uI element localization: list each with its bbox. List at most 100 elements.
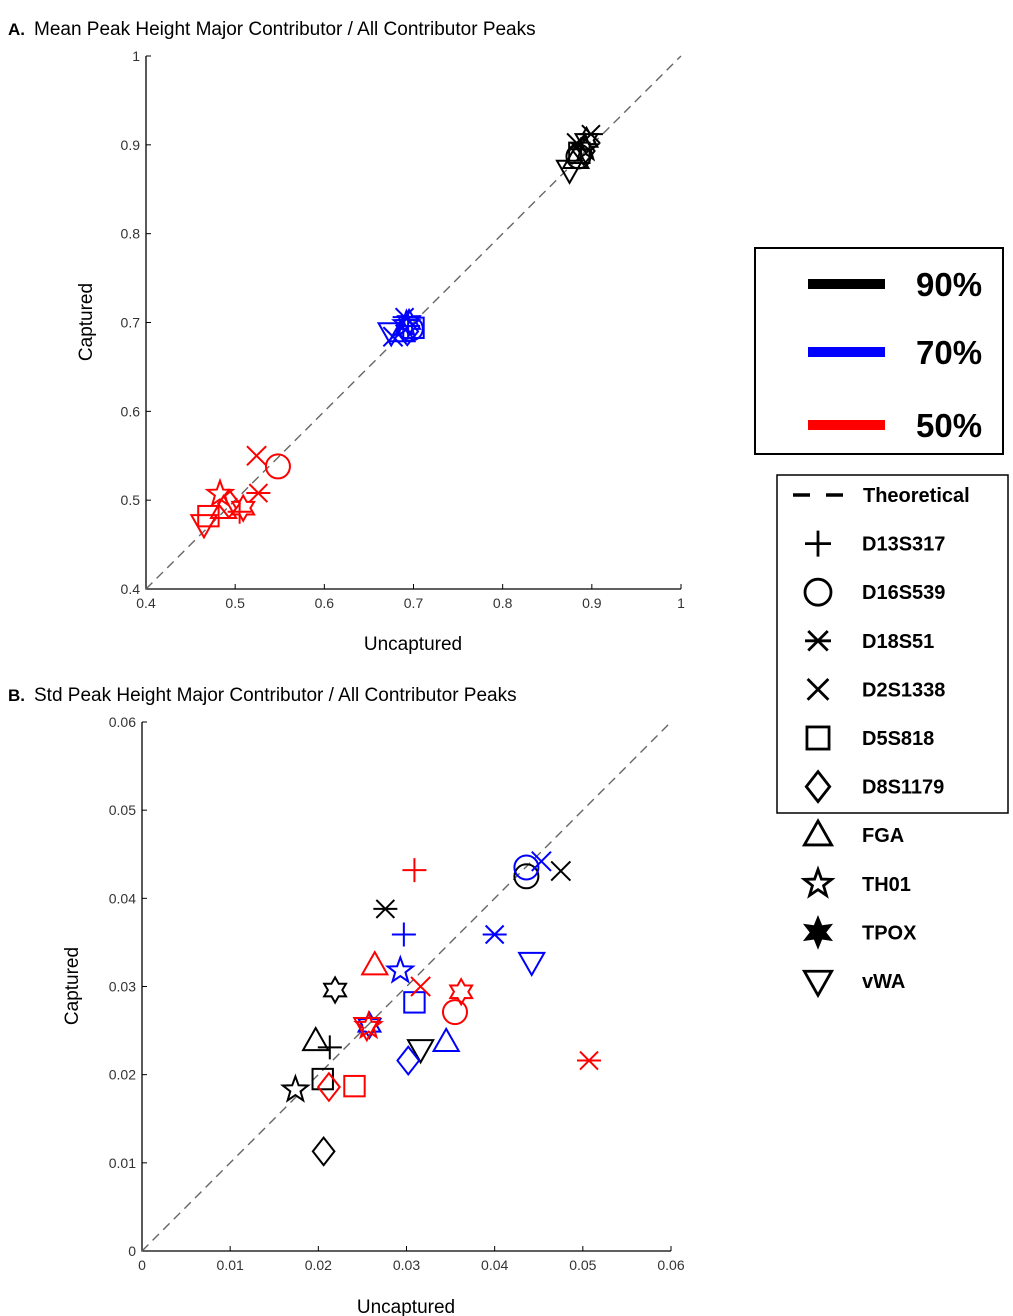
panel-a-ytick-label: 1 [132, 48, 140, 64]
panel-b-xtick-label: 0.03 [393, 1257, 420, 1273]
panel-b-point-50-d8s1179 [316, 1071, 341, 1103]
panel-b-ytick-label: 0.05 [109, 802, 136, 818]
panel-b-xtick-label: 0.05 [569, 1257, 596, 1273]
panel-a-point-50-tpox [230, 493, 256, 523]
panel-b-point-70-vwa [517, 951, 547, 978]
legend-plus-icon [805, 530, 831, 557]
legend-star-icon [800, 865, 836, 899]
panel-b-ytick-label: 0.06 [109, 714, 136, 730]
panel-b-ytick-label: 0.04 [109, 890, 136, 906]
panel-b-xtick-label: 0.06 [657, 1257, 684, 1273]
panel-a-ytick-label: 0.5 [121, 492, 141, 508]
legend-marker-label: Theoretical [863, 485, 970, 507]
legend-triangle-down-icon [801, 969, 835, 999]
panel-a-title: Mean Peak Height Major Contributor / All… [34, 19, 536, 40]
panel-b-point-50-d2s1338 [410, 976, 431, 997]
marker-legend: Theoretical D13S317 D16S539 D18S51 D2S1338 D5… [776, 474, 1009, 999]
legend-marker-label: D16S539 [862, 582, 945, 604]
panel-a-ytick-label: 0.9 [121, 137, 141, 153]
legend-diamond-icon [804, 769, 832, 804]
panel-a-xtick-label: 0.7 [404, 595, 424, 611]
panel-b-point-70-th01 [384, 954, 416, 984]
panel-b-ytick-label: 0.03 [109, 979, 136, 995]
panel-b-point-90-d8s1179 [311, 1135, 336, 1167]
panel-b-point-90-d2s1338 [550, 860, 572, 882]
panel-a-point-50-fga [209, 493, 238, 520]
panel-a-ytick-label: 0.8 [121, 226, 141, 242]
panel-a-point-50-th01 [204, 477, 236, 508]
panel-b-title: Std Peak Height Major Contributor / All … [34, 685, 517, 706]
legend-marker-label: vWA [862, 971, 905, 993]
panel-b-xtick-label: 0.04 [481, 1257, 508, 1273]
panel-b-point-70-d2s1338 [531, 850, 552, 872]
panel-a-point-50-vwa [189, 514, 219, 540]
panel-a-ytick-label: 0.4 [121, 581, 141, 597]
panel-a-point-90-tpox [573, 125, 600, 156]
panel-b-ytick-label: 0.02 [109, 1067, 136, 1083]
legend-label-90: 90% [916, 266, 982, 303]
panel-a-point-50-d2s1338 [246, 445, 267, 467]
panel-b-point-50-d5s818 [343, 1074, 366, 1098]
panel-b-point-90-d18s51 [373, 899, 398, 919]
panel-b-ytick-label: 0.01 [109, 1155, 136, 1171]
panel-b-point-70-d18s51 [482, 924, 507, 945]
panel-b-ylabel: Captured [62, 947, 83, 1025]
panel-a-plot: 0.4 0.5 0.6 0.7 0.8 0.9 1 0.4 0.5 0.6 0.7 0.8 0.9 1 Un… [76, 48, 685, 655]
panel-a-xtick-label: 0.6 [315, 595, 335, 611]
panel-b-point-50-fga [360, 950, 390, 976]
panel-b-point-70-d5s818 [403, 991, 426, 1014]
panel-b-point-90-fga [301, 1025, 331, 1052]
panel-a-theoretical-line [145, 55, 682, 590]
legend-swatch-70 [808, 347, 885, 357]
legend-hexagram-icon [802, 915, 834, 950]
panel-b-point-50-vwa [352, 1017, 382, 1043]
panel-b-point-70-d8s1179 [396, 1045, 421, 1076]
panel-a-ylabel: Captured [76, 283, 97, 361]
legend-asterisk-icon [805, 630, 831, 652]
legend-circle-icon [803, 577, 833, 607]
panel-a-xtick-label: 0.9 [582, 595, 602, 611]
legend-marker-label: D2S1338 [862, 679, 945, 701]
legend-label-70: 70% [916, 334, 982, 371]
panel-b-point-70-d16s539 [513, 854, 540, 881]
panel-b-letter: B. [8, 686, 25, 705]
legend-marker-label: TH01 [862, 874, 911, 896]
legend-marker-label: FGA [862, 825, 904, 847]
panel-b-point-90-th01 [280, 1073, 311, 1103]
panel-a-point-50-d18s51 [246, 483, 271, 503]
panel-a-ytick-label: 0.7 [121, 315, 141, 331]
legend-marker-label: TPOX [862, 922, 917, 944]
panel-a-xlabel: Uncaptured [364, 634, 462, 655]
panel-b-xtick-label: 0.01 [217, 1257, 244, 1273]
panel-b-point-50-d18s51 [577, 1050, 602, 1071]
panel-b-point-90-d13s317 [317, 1035, 342, 1060]
color-legend: 90% 70% 50% [754, 247, 1004, 455]
legend-marker-label: D13S317 [862, 534, 945, 556]
panel-b-ytick-label: 0 [128, 1243, 136, 1259]
panel-a-xtick-label: 0.8 [493, 595, 513, 611]
panel-a-point-90-vwa [555, 159, 584, 185]
legend-marker-label: D5S818 [862, 728, 934, 750]
panel-a-xtick-label: 1 [677, 595, 685, 611]
panel-b-point-90-vwa [406, 1039, 435, 1065]
panel-a-point-70-vwa [376, 322, 406, 348]
panel-b-point-70-fga [431, 1026, 461, 1053]
panel-b-xlabel: Uncaptured [357, 1297, 455, 1316]
legend-swatch-90 [808, 279, 885, 289]
legend-marker-label: D8S1179 [862, 777, 944, 799]
panel-a-xtick-label: 0.5 [225, 595, 245, 611]
panel-b-plot: 0 0.01 0.02 0.03 0.04 0.05 0.06 0 0.01 0.02 0.03 0.… [62, 714, 685, 1316]
panel-b-point-50-tpox [448, 977, 474, 1007]
panel-a-letter: A. [8, 20, 25, 39]
panel-a-xtick-label: 0.4 [136, 595, 156, 611]
panel-a-point-50-d5s818 [197, 504, 220, 528]
panel-b-xtick-label: 0.02 [305, 1257, 332, 1273]
panel-a-point-70-tpox [396, 307, 422, 338]
panel-b-point-50-d13s317 [402, 858, 427, 883]
legend-x-icon [806, 678, 830, 701]
legend-square-icon [805, 725, 831, 751]
panel-b-point-90-d5s818 [311, 1067, 334, 1091]
panel-a-ytick-label: 0.6 [121, 403, 141, 419]
panel-b-point-90-d16s539 [513, 863, 540, 890]
